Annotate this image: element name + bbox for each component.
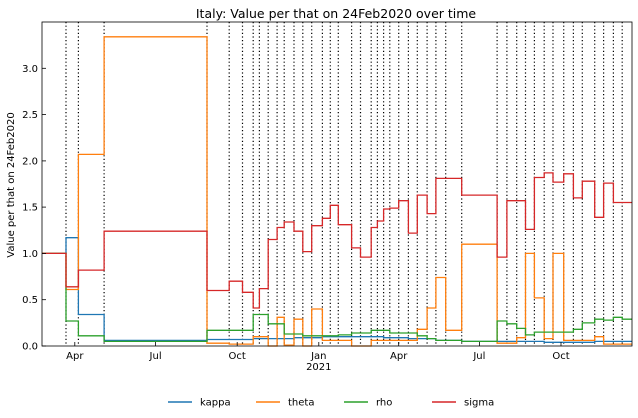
x-tick-label: Jul (472, 351, 485, 362)
x-tick-label: Apr (390, 351, 408, 362)
y-tick-label: 1.5 (22, 203, 38, 214)
series-line-rho (42, 252, 632, 343)
x-tick-label: Jul (149, 351, 162, 362)
y-tick-label: 2.5 (22, 110, 38, 121)
legend-label-rho: rho (376, 398, 392, 409)
x-tick-label: Oct (552, 351, 569, 362)
y-tick-label: 0.0 (22, 342, 38, 353)
y-tick-label: 2.0 (22, 156, 38, 167)
y-axis-label: Value per that on 24Feb2020 (6, 112, 17, 257)
legend: kappa theta rho sigma (168, 398, 494, 409)
y-tick-label: 3.0 (22, 64, 38, 75)
y-axis: 0.0 0.5 1.0 1.5 2.0 2.5 3.0 (22, 64, 46, 353)
series-lines (42, 36, 632, 347)
x-tick-year-label: 2021 (306, 362, 331, 373)
plot-frame (41, 21, 633, 347)
y-tick-label: 1.0 (22, 249, 38, 260)
chart-title: Italy: Value per that on 24Feb2020 over … (196, 6, 477, 21)
legend-label-sigma: sigma (464, 398, 494, 409)
x-tick-label: Jan (310, 351, 326, 362)
series-line-theta (42, 36, 632, 347)
x-tick-label: Apr (66, 351, 84, 362)
series-line-sigma (42, 172, 632, 309)
legend-label-theta: theta (288, 398, 314, 409)
y-tick-label: 0.5 (22, 295, 38, 306)
legend-label-kappa: kappa (200, 398, 231, 409)
x-tick-label: Oct (229, 351, 246, 362)
